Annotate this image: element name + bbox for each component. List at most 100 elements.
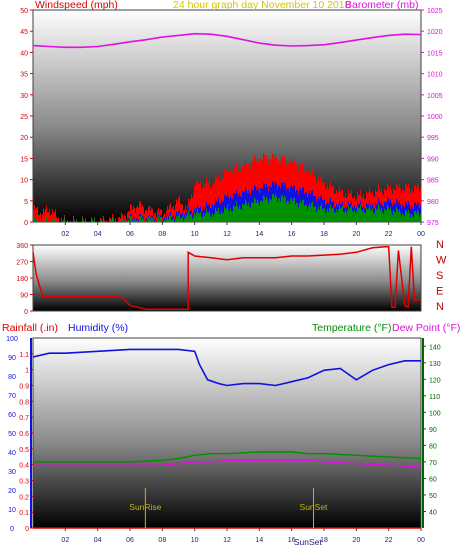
p3-x-tick-label: 16 — [288, 537, 296, 544]
p2-tick-label: 180 — [16, 276, 28, 283]
p1-x-tick-label: 10 — [191, 231, 199, 238]
panel-direction-bg — [32, 244, 422, 312]
p3-humidity-tick-label: 20 — [8, 488, 16, 495]
panel-temp-bg — [32, 337, 422, 529]
p1-left-tick-label: 15 — [20, 156, 28, 163]
p1-left-tick-label: 40 — [20, 50, 28, 57]
p1-left-tick-label: 0 — [24, 220, 28, 227]
p1-x-tick-label: 14 — [255, 231, 263, 238]
p2-tick-label: 90 — [20, 293, 28, 300]
p3-temp-tick-label: 40 — [429, 509, 437, 516]
p3-humidity-tick-label: 10 — [8, 507, 16, 514]
p1-x-tick-label: 08 — [158, 231, 166, 238]
barometer-series — [32, 32, 422, 49]
p1-right-tick-label: 1010 — [427, 72, 443, 79]
sun-annotation-label: SunSet — [294, 537, 323, 547]
panel1-right-label: Barometer (mb) — [345, 0, 419, 11]
compass-label: N — [436, 239, 444, 251]
p3-temp-tick-label: 130 — [429, 361, 441, 368]
dewpoint-series — [33, 459, 422, 468]
p1-left-tick-label: 25 — [20, 114, 28, 121]
p1-left-tick-label: 50 — [20, 8, 28, 15]
p3-x-tick-label: 22 — [385, 537, 393, 544]
p1-right-tick-label: 1025 — [427, 8, 443, 15]
p1-right-tick-label: 995 — [427, 135, 439, 142]
p3-rain-tick-label: 0.3 — [19, 479, 29, 486]
p3-x-tick-label: 06 — [126, 537, 134, 544]
p1-x-tick-label: 22 — [385, 231, 393, 238]
p3-x-tick-label: 14 — [255, 537, 263, 544]
p1-x-tick-label: 06 — [126, 231, 134, 238]
p1-right-tick-label: 1015 — [427, 50, 443, 57]
wind-direction-series — [32, 246, 421, 310]
p1-x-tick-label: 00 — [417, 231, 425, 238]
compass-label: S — [436, 270, 443, 282]
panel3-humidity-label: Humidity (%) — [68, 322, 128, 334]
sun-annotation-label: SunSet — [300, 502, 329, 512]
p3-rain-tick-label: 1.1 — [19, 352, 29, 359]
p3-x-tick-label: 00 — [417, 537, 425, 544]
p1-right-tick-label: 980 — [427, 199, 439, 206]
p1-right-tick-label: 985 — [427, 178, 439, 185]
compass-label: N — [436, 301, 444, 313]
p1-right-tick-label: 1000 — [427, 114, 443, 121]
p3-rain-tick-label: 0.1 — [19, 510, 29, 517]
p1-x-tick-label: 04 — [94, 231, 102, 238]
p3-temp-tick-label: 140 — [429, 344, 441, 351]
p3-x-tick-label: 18 — [320, 537, 328, 544]
p1-x-tick-label: 12 — [223, 231, 231, 238]
p3-temp-tick-label: 120 — [429, 377, 441, 384]
p3-temp-tick-label: 60 — [429, 476, 437, 483]
p3-temp-tick-label: 90 — [429, 427, 437, 434]
p3-rain-tick-label: 0.9 — [19, 384, 29, 391]
p3-rain-tick-label: 0.6 — [19, 431, 29, 438]
p1-right-tick-label: 990 — [427, 156, 439, 163]
p3-temp-tick-label: 50 — [429, 493, 437, 500]
p3-rain-tick-label: 0.7 — [19, 415, 29, 422]
p3-temp-tick-label: 80 — [429, 443, 437, 450]
p3-x-tick-label: 20 — [352, 537, 360, 544]
p3-humidity-tick-label: 100 — [6, 336, 18, 343]
wind-average-series — [34, 193, 421, 222]
p3-rain-tick-label: 0.4 — [19, 463, 29, 470]
p1-left-tick-label: 45 — [20, 29, 28, 36]
panel1-left-label: Windspeed (mph) — [35, 0, 118, 11]
humidity-series — [32, 348, 421, 387]
p3-rain-tick-label: 0.2 — [19, 494, 29, 501]
panel3-dewpoint-label: Dew Point (°F) — [392, 322, 460, 334]
p3-rain-tick-label: 1 — [25, 368, 29, 375]
p3-humidity-tick-label: 30 — [8, 469, 16, 476]
p3-temp-tick-label: 100 — [429, 410, 441, 417]
compass-label: W — [436, 255, 447, 267]
p2-tick-label: 360 — [16, 243, 28, 250]
p1-x-tick-label: 18 — [320, 231, 328, 238]
p1-left-tick-label: 10 — [20, 178, 28, 185]
temperature-series — [33, 451, 422, 463]
panel3-rain-label: Rainfall (.in) — [2, 322, 58, 334]
p3-humidity-tick-label: 0 — [10, 526, 14, 533]
sun-annotation-label: SunRise — [129, 502, 161, 512]
p3-rain-tick-label: 0 — [25, 526, 29, 533]
p3-temp-tick-label: 70 — [429, 460, 437, 467]
p3-humidity-tick-label: 40 — [8, 450, 16, 457]
p3-x-tick-label: 08 — [158, 537, 166, 544]
p3-rain-tick-label: 0.8 — [19, 399, 29, 406]
p1-left-tick-label: 35 — [20, 72, 28, 79]
p1-right-tick-label: 1020 — [427, 29, 443, 36]
p3-humidity-tick-label: 60 — [8, 412, 16, 419]
p3-x-tick-label: 12 — [223, 537, 231, 544]
p1-right-tick-label: 975 — [427, 220, 439, 227]
p1-left-tick-label: 5 — [24, 199, 28, 206]
p2-tick-label: 270 — [16, 260, 28, 267]
p3-humidity-tick-label: 70 — [8, 393, 16, 400]
p3-humidity-tick-label: 80 — [8, 374, 16, 381]
p3-x-tick-label: 04 — [94, 537, 102, 544]
p1-right-tick-label: 1005 — [427, 93, 443, 100]
p1-x-tick-label: 20 — [352, 231, 360, 238]
p1-left-tick-label: 30 — [20, 93, 28, 100]
compass-label: E — [436, 286, 443, 298]
p3-x-tick-label: 10 — [191, 537, 199, 544]
panel1-title: 24 hour graph day November 10 2018 — [173, 0, 351, 11]
p1-x-tick-label: 16 — [288, 231, 296, 238]
